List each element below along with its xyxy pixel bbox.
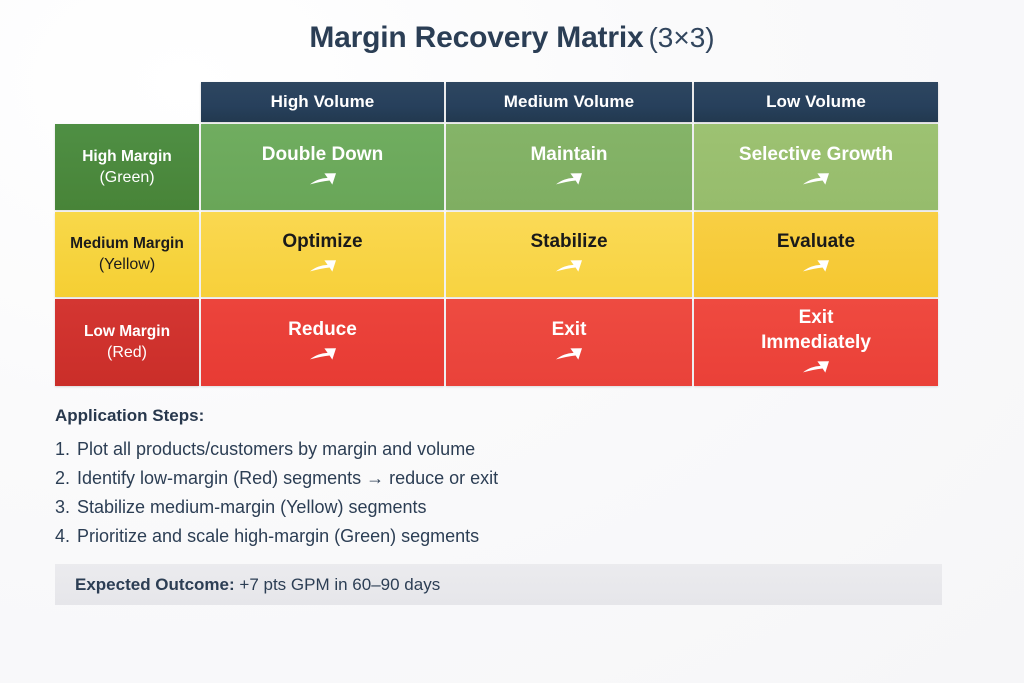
row-header-line1: High Margin: [82, 147, 172, 165]
matrix-cell-label: Exit Immediately: [761, 306, 871, 353]
row-header-line2: (Green): [99, 168, 155, 186]
matrix-cell-label: Evaluate: [776, 231, 856, 252]
matrix-cell-medium-margin-high-volume[interactable]: Optimize: [201, 212, 444, 297]
column-header-label: Medium Volume: [503, 92, 635, 111]
step-number: 1.: [55, 439, 71, 459]
row-header-line1: Medium Margin: [70, 235, 184, 252]
expected-outcome-label: Expected Outcome:: [75, 574, 235, 594]
column-header-label: Low Volume: [766, 92, 866, 111]
application-steps-section: Application Steps: 1. Plot all products/…: [55, 403, 775, 551]
step-text: Plot all products/customers by margin an…: [77, 439, 476, 459]
trend-up-arrow-icon: [801, 169, 831, 189]
matrix-cell-label: Maintain: [530, 143, 608, 165]
step-text: Identify low-margin (Red) segments → red…: [77, 468, 499, 488]
matrix-cell-high-margin-medium-volume[interactable]: Maintain: [446, 124, 692, 210]
matrix-cell-medium-margin-medium-volume[interactable]: Stabilize: [446, 212, 692, 297]
matrix-cell-label: Stabilize: [530, 231, 608, 252]
row-header-low-margin: Low Margin (Red): [55, 299, 199, 386]
step-number: 2.: [55, 468, 71, 488]
matrix-corner-blank: [55, 82, 199, 122]
step-number: 3.: [55, 497, 71, 517]
margin-recovery-matrix: High Volume Medium Volume Low Volume Hig…: [55, 82, 938, 386]
matrix-cell-label: Reduce: [288, 319, 357, 340]
matrix-cell-low-margin-medium-volume[interactable]: Exit: [446, 299, 692, 386]
expected-outcome-text: Expected Outcome: +7 pts GPM in 60–90 da…: [75, 574, 440, 596]
step-item: 4. Prioritize and scale high-margin (Gre…: [55, 522, 775, 551]
step-text: Stabilize medium-margin (Yellow) segment…: [77, 497, 427, 517]
step-item: 1. Plot all products/customers by margin…: [55, 435, 775, 464]
step-text: Prioritize and scale high-margin (Green)…: [77, 526, 480, 546]
step-item: 3. Stabilize medium-margin (Yellow) segm…: [55, 493, 775, 522]
trend-up-arrow-icon: [308, 344, 338, 364]
matrix-cell-label: Exit: [551, 319, 587, 340]
step-item: 2. Identify low-margin (Red) segments → …: [55, 464, 775, 493]
row-header-line1: Low Margin: [83, 323, 171, 340]
trend-up-arrow-icon: [801, 256, 831, 276]
row-header-line2: (Red): [106, 344, 147, 361]
column-header-medium-volume: Medium Volume: [446, 82, 692, 122]
matrix-cell-low-margin-high-volume[interactable]: Reduce: [201, 299, 444, 386]
matrix-cell-high-margin-low-volume[interactable]: Selective Growth: [694, 124, 938, 210]
column-header-label: High Volume: [270, 92, 375, 111]
trend-up-arrow-icon: [308, 256, 338, 276]
column-header-low-volume: Low Volume: [694, 82, 938, 122]
page-title-suffix: (3×3): [648, 22, 715, 53]
application-steps-heading: Application Steps:: [55, 406, 205, 425]
page-title: Margin Recovery Matrix (3×3): [0, 18, 1024, 58]
matrix-cell-label: Double Down: [261, 143, 384, 165]
matrix-cell-label: Selective Growth: [738, 143, 894, 165]
expected-outcome-value: +7 pts GPM in 60–90 days: [239, 574, 441, 594]
row-header-medium-margin: Medium Margin (Yellow): [55, 212, 199, 297]
expected-outcome-bar: Expected Outcome: +7 pts GPM in 60–90 da…: [55, 564, 942, 605]
step-number: 4.: [55, 526, 71, 546]
trend-up-arrow-icon: [554, 256, 584, 276]
matrix-cell-high-margin-high-volume[interactable]: Double Down: [201, 124, 444, 210]
trend-up-arrow-icon: [308, 169, 338, 189]
page-title-main: Margin Recovery Matrix: [309, 21, 644, 54]
row-header-high-margin: High Margin (Green): [55, 124, 199, 210]
matrix-cell-medium-margin-low-volume[interactable]: Evaluate: [694, 212, 938, 297]
trend-up-arrow-icon: [801, 357, 831, 377]
trend-up-arrow-icon: [554, 344, 584, 364]
row-header-line2: (Yellow): [98, 256, 156, 273]
column-header-high-volume: High Volume: [201, 82, 444, 122]
trend-up-arrow-icon: [554, 169, 584, 189]
matrix-cell-label: Optimize: [282, 231, 363, 252]
matrix-cell-low-margin-low-volume[interactable]: Exit Immediately: [694, 299, 938, 386]
